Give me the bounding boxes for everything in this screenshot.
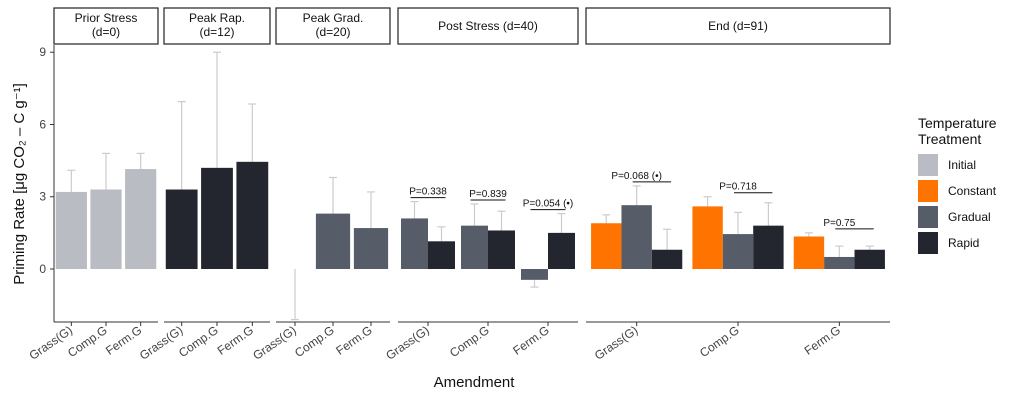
facet-strip — [53, 7, 159, 45]
bar-gradual — [722, 234, 754, 270]
facet-strip-title: (d=0) — [92, 25, 120, 39]
x-tick-label: Comp.G — [176, 323, 221, 360]
p-value-label: P=0.75 — [823, 218, 855, 229]
p-value-label: P=0.068 (•) — [611, 171, 661, 182]
x-tick-label: Comp.G — [697, 323, 742, 360]
x-tick-label: Grass(G) — [592, 323, 640, 363]
facet-strip — [397, 7, 579, 45]
x-tick-label: Ferm.G — [215, 323, 256, 358]
facet-strip-title: End (d=91) — [708, 19, 768, 33]
bar-rapid — [753, 225, 784, 270]
bar-rapid — [488, 230, 515, 270]
x-tick-label: Ferm.G — [333, 323, 374, 358]
bar-constant — [692, 206, 723, 270]
x-tick-label: Ferm.G — [510, 323, 551, 358]
bar-gradual — [401, 218, 428, 270]
bar-rapid — [651, 249, 683, 270]
bar-constant — [793, 236, 825, 270]
p-value-label: P=0.839 — [469, 189, 507, 200]
legend-label: Constant — [948, 184, 997, 198]
y-tick-label: 6 — [39, 117, 46, 131]
facet-strips: Prior Stress(d=0) Peak Rap.(d=12) Peak Gra… — [53, 7, 891, 45]
bar-initial — [125, 169, 157, 270]
bar-initial — [55, 191, 87, 270]
bar-gradual — [521, 269, 548, 280]
bar-initial — [90, 189, 122, 270]
bar-gradual — [824, 256, 855, 270]
legend-key-rapid — [918, 232, 938, 254]
y-tick-label: 9 — [39, 45, 46, 59]
facet-strip-title: Peak Rap. — [189, 11, 245, 25]
p-value-label: P=0.718 — [719, 182, 757, 193]
legend-key-gradual — [918, 206, 938, 228]
bar-rapid — [548, 232, 575, 270]
x-tick-label: Comp.G — [65, 323, 110, 360]
legend-key-initial — [918, 154, 938, 176]
p-value-label: P=0.054 (•) — [523, 199, 573, 210]
bar-constant — [591, 223, 622, 270]
bar-gradual — [353, 228, 389, 270]
legend-label: Gradual — [948, 210, 991, 224]
facet-strip-title: Peak Grad. — [303, 11, 364, 25]
bar-rapid — [165, 189, 198, 270]
facet-strip-title: Post Stress (d=40) — [438, 19, 538, 33]
p-value-label: P=0.338 — [409, 187, 447, 198]
y-axis-title: Priming Rate [μg CO₂ – C g⁻¹] — [11, 83, 28, 285]
legend-label: Initial — [948, 158, 976, 172]
facet-strip — [585, 7, 891, 45]
facet-strip — [163, 7, 271, 45]
bar-rapid — [428, 241, 455, 270]
x-tick-label: Grass(G) — [250, 323, 298, 363]
y-tick-label: 0 — [39, 262, 46, 276]
facet-strip-title: Prior Stress — [75, 11, 138, 25]
bar-rapid — [854, 249, 885, 270]
bar-gradual — [621, 205, 652, 270]
y-tick-label: 3 — [39, 190, 46, 204]
x-tick-label: Comp.G — [447, 323, 492, 360]
bar-rapid — [236, 161, 269, 270]
x-tick-label: Grass(G) — [137, 323, 185, 363]
bar-rapid — [201, 167, 233, 270]
legend-title: Treatment — [918, 131, 981, 147]
facet-strip — [275, 7, 391, 45]
facet-strip-title: (d=12) — [199, 25, 234, 39]
x-tick-label: Ferm.G — [802, 323, 843, 358]
y-axis: 0 3 6 9 — [39, 45, 55, 322]
x-tick-label: Grass(G) — [27, 323, 75, 363]
legend-label: Rapid — [948, 236, 979, 250]
legend-title: Temperature — [918, 115, 997, 131]
legend-key-constant — [918, 180, 938, 202]
facet-panels: Grass(G)Comp.GFerm.GGrass(G)Comp.GFerm.G… — [27, 51, 890, 363]
x-axis-title: Amendment — [434, 374, 516, 391]
x-tick-label: Grass(G) — [383, 323, 431, 363]
bar-gradual — [315, 213, 351, 270]
x-tick-label: Comp.G — [292, 323, 337, 360]
facet-strip-title: (d=20) — [315, 25, 350, 39]
bar-gradual — [461, 225, 488, 270]
